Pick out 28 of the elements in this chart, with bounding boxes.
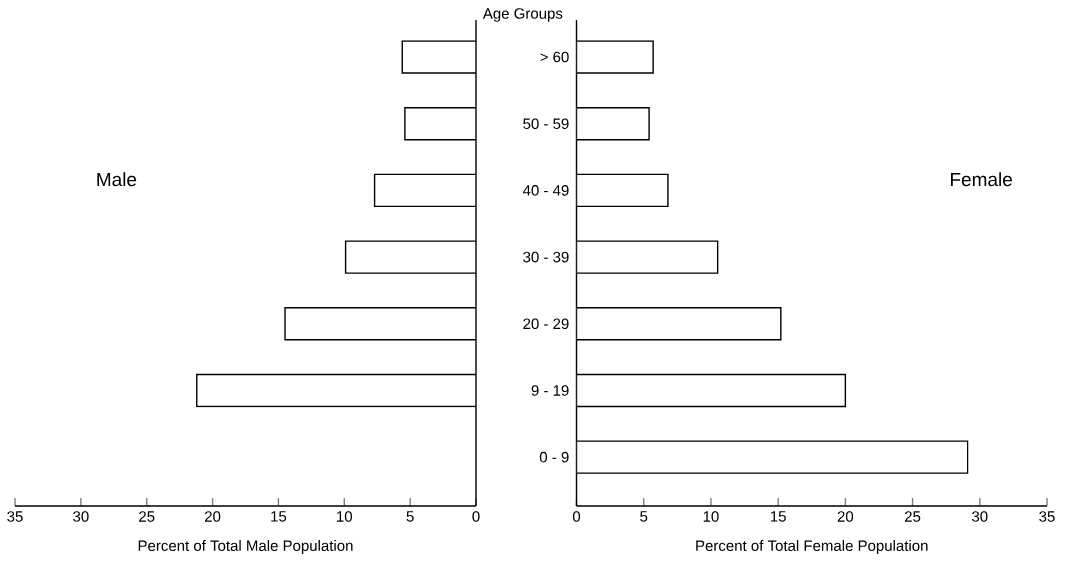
- y-tick-label: 20 - 29: [523, 318, 569, 330]
- x-tick-label: 10: [703, 511, 719, 522]
- y-tick-label: > 60: [540, 51, 569, 63]
- x-tick-label: 25: [139, 511, 155, 522]
- x-tick-label: 20: [837, 511, 854, 522]
- y-axis-title: Age Groups: [482, 8, 563, 22]
- x-axis-title: Percent of Total Female Population: [696, 540, 928, 554]
- x-tick-label: 0: [572, 511, 581, 522]
- x-tick-label: 0: [472, 511, 480, 522]
- x-tick-label: 15: [271, 511, 287, 522]
- y-tick-label: 9 - 19: [531, 385, 569, 396]
- y-tick-label: 40 - 49: [522, 185, 569, 196]
- y-tick-label: 50 - 59: [523, 118, 569, 129]
- x-tick-label: 25: [904, 511, 921, 522]
- x-tick-label: 15: [770, 511, 786, 522]
- text: Male: [97, 172, 137, 187]
- y-tick-label: 0 - 9: [539, 451, 569, 463]
- y-tick-label: 30 - 39: [523, 251, 569, 263]
- x-tick-label: 30: [73, 511, 89, 522]
- x-tick-label: 35: [1039, 511, 1055, 522]
- x-tick-label: 35: [7, 511, 23, 522]
- x-axis-title: Percent of Total Male Population: [138, 540, 353, 554]
- x-tick-label: 5: [406, 511, 414, 522]
- x-tick-label: 10: [337, 511, 353, 522]
- x-tick-label: 5: [640, 511, 648, 522]
- x-tick-label: 20: [204, 511, 221, 522]
- text: Female: [951, 172, 1012, 187]
- x-tick-label: 30: [972, 511, 988, 522]
